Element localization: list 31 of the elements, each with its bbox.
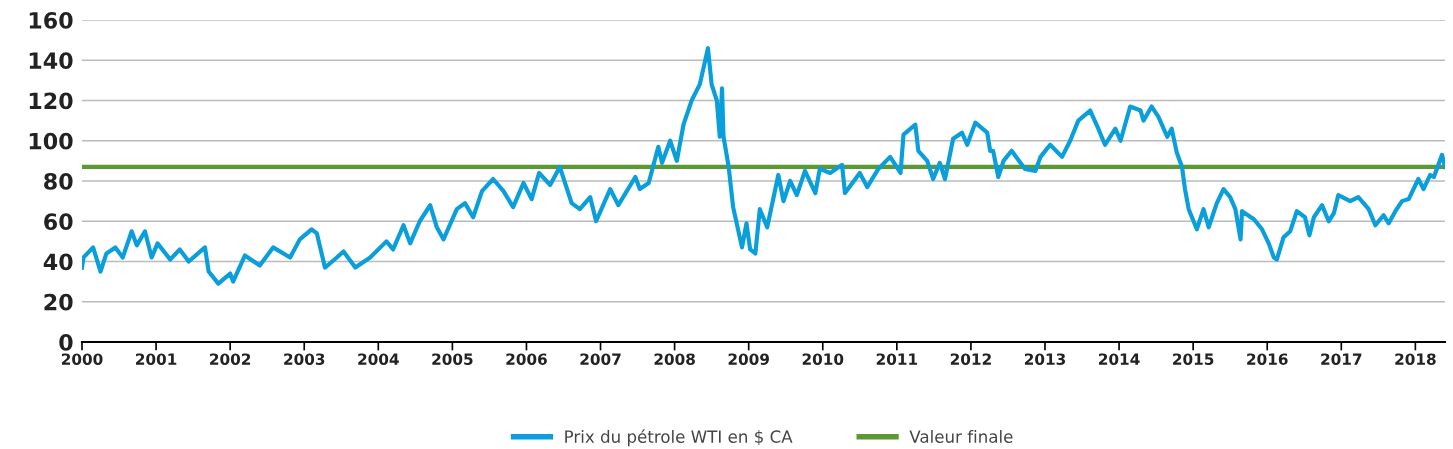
- x-tick-label: 2008: [654, 353, 695, 365]
- y-tick-label: 60: [44, 213, 73, 231]
- line-series: [82, 46, 1445, 286]
- y-tick-label: 100: [29, 132, 73, 150]
- y-tick-label: 80: [44, 172, 73, 190]
- x-tick-label: 2012: [950, 353, 991, 365]
- legend-label: Valeur finale: [909, 430, 1013, 443]
- legend-label: Prix du pétrole WTI en $ CA: [565, 429, 793, 447]
- x-tick-label: 2006: [506, 353, 547, 365]
- x-tick-label: 2018: [1395, 353, 1436, 365]
- x-tick-label: 2016: [1247, 353, 1288, 365]
- x-tick-label: 2007: [580, 353, 621, 365]
- x-tick-label: 2004: [358, 353, 399, 365]
- x-tick-label: 2011: [876, 353, 918, 365]
- x-tick-label: 2001: [136, 353, 177, 365]
- x-tick-label: 2015: [1173, 353, 1214, 365]
- x-tick-label: 2010: [802, 353, 844, 365]
- y-tick-label: 140: [29, 52, 73, 70]
- y-tick-label: 120: [29, 92, 73, 110]
- y-tick-label: 40: [43, 253, 73, 271]
- y-tick-label: 20: [44, 293, 73, 311]
- x-tick-label: 2009: [728, 353, 769, 365]
- y-tick-label: 160: [29, 11, 73, 29]
- x-tick-label: 2002: [210, 353, 251, 365]
- x-tick-label: 2000: [61, 353, 103, 365]
- x-tick-label: 2014: [1099, 353, 1140, 365]
- x-tick-label: 2003: [284, 353, 325, 365]
- y-tick-label: 0: [59, 333, 73, 351]
- x-tick-label: 2017: [1321, 353, 1362, 365]
- x-tick-label: 2013: [1024, 353, 1066, 365]
- x-tick-label: 2005: [432, 353, 473, 365]
